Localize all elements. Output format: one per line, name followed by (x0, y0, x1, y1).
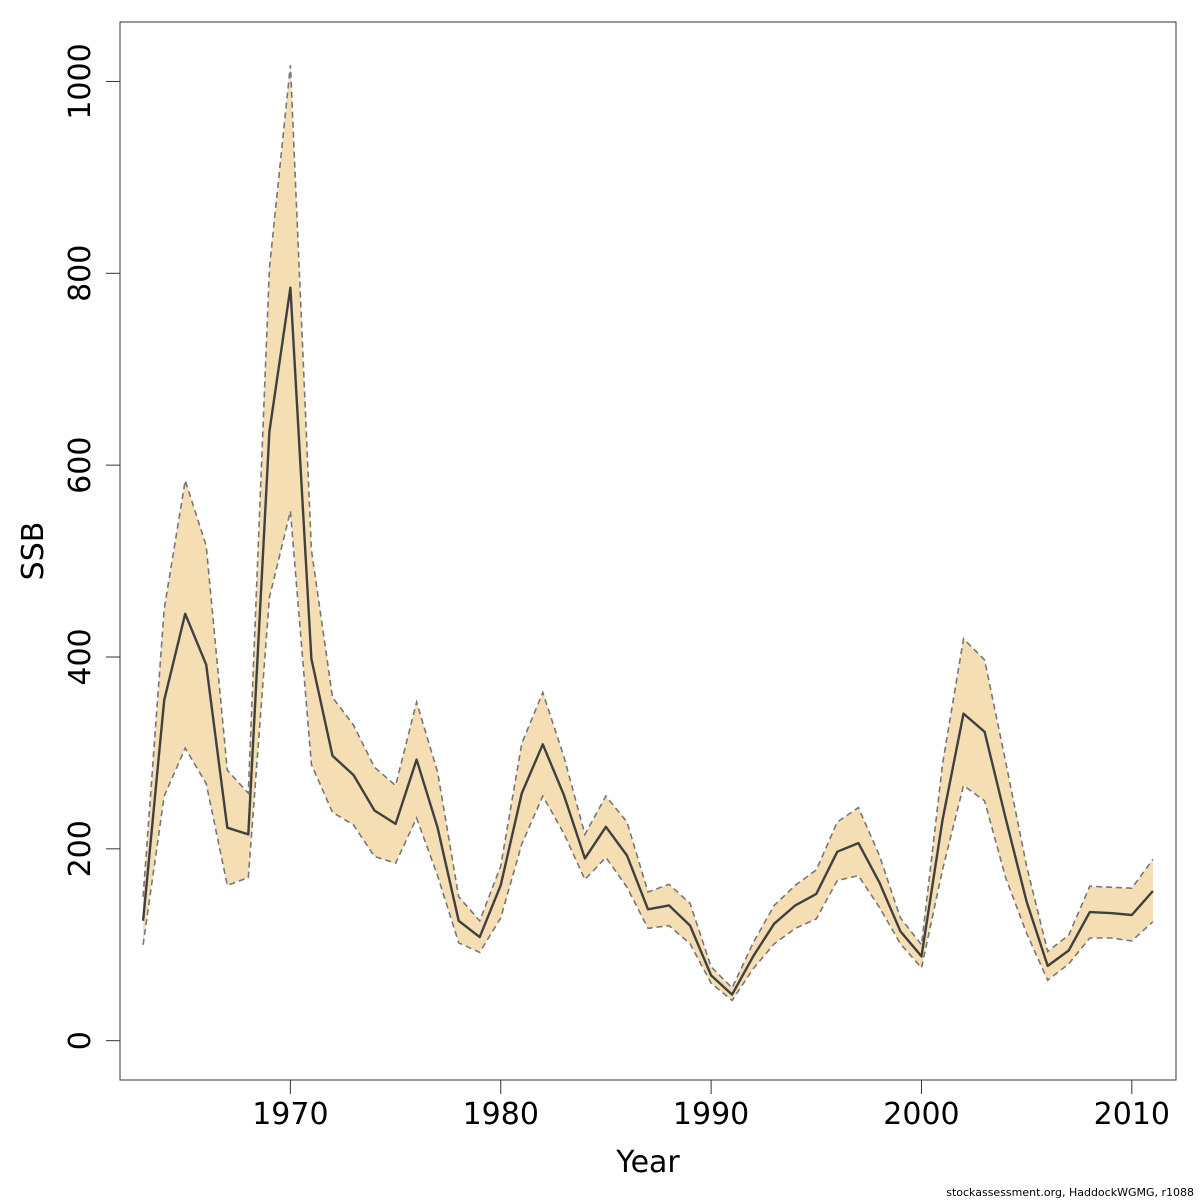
footer-note: stockassessment.org, HaddockWGMG, r1088 (946, 1186, 1194, 1199)
y-tick-label: 200 (63, 820, 98, 877)
x-tick-label: 2010 (1094, 1097, 1170, 1132)
y-tick-label: 800 (63, 245, 98, 302)
x-tick-label: 2000 (883, 1097, 959, 1132)
ssb-estimate-line (141, 286, 1154, 996)
upper-bound-line (142, 65, 1154, 990)
y-tick-label: 0 (63, 1031, 98, 1050)
lower-bound-line (142, 511, 1154, 1002)
y-axis-title: SSB (16, 522, 51, 581)
x-axis-title: Year (615, 1145, 680, 1180)
x-tick-label: 1990 (673, 1097, 749, 1132)
y-axis: 0 200 400 600 800 1000 (63, 43, 121, 1050)
y-tick-label: 400 (63, 628, 98, 685)
y-tick-label: 600 (63, 437, 98, 494)
x-tick-label: 1980 (463, 1097, 539, 1132)
x-axis: 1970 1980 1990 2000 2010 (252, 1079, 1170, 1132)
x-tick-label: 1970 (252, 1097, 328, 1132)
series-line-layer (141, 65, 1154, 1002)
y-tick-label: 1000 (63, 43, 98, 119)
